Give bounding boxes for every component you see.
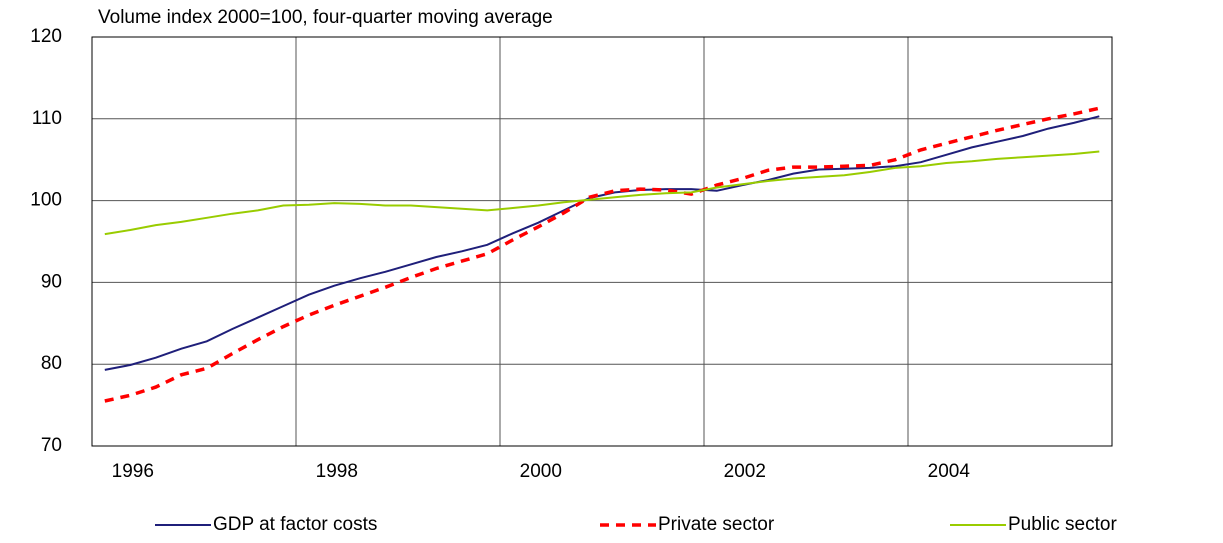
x-tick-label: 2002 — [724, 461, 766, 482]
y-tick-label: 80 — [41, 353, 62, 374]
y-tick-label: 120 — [30, 26, 62, 47]
x-tick-label: 1996 — [112, 461, 154, 482]
y-tick-label: 110 — [32, 108, 62, 129]
x-tick-label: 1998 — [316, 461, 358, 482]
x-tick-label: 2004 — [928, 461, 971, 482]
plot-frame — [91, 36, 1113, 447]
series-line — [104, 106, 1100, 403]
series-line — [104, 150, 1100, 236]
series-line — [104, 115, 1100, 371]
y-tick-label: 70 — [41, 435, 62, 456]
x-tick-label: 2000 — [520, 461, 562, 482]
legend-label: GDP at factor costs — [213, 514, 377, 535]
chart-title: Volume index 2000=100, four-quarter movi… — [98, 7, 553, 28]
y-tick-label: 90 — [41, 271, 62, 292]
legend-label: Public sector — [1008, 514, 1117, 535]
legend-label: Private sector — [658, 514, 775, 535]
y-tick-label: 100 — [30, 190, 62, 211]
